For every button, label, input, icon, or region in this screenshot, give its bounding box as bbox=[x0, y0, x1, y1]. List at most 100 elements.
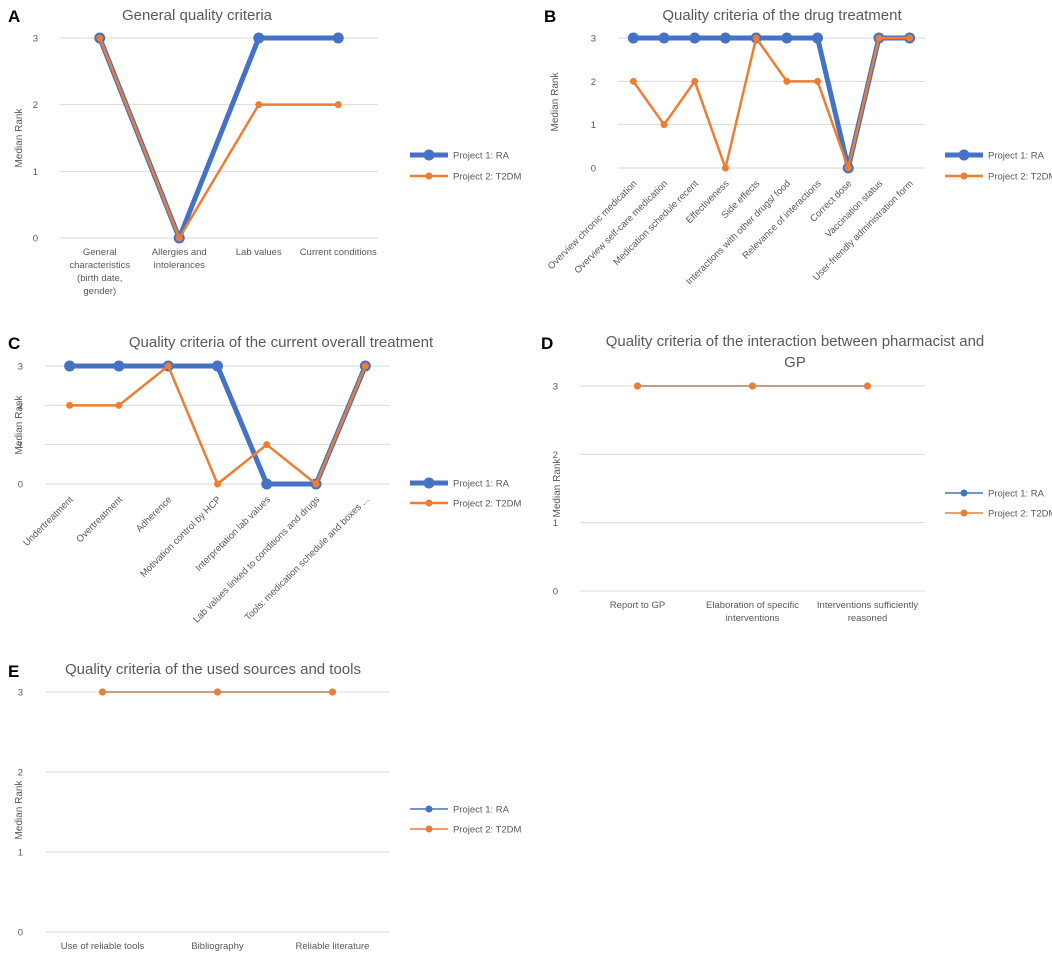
panel-letter: D bbox=[541, 334, 553, 353]
series-line-2 bbox=[632, 36, 911, 170]
legend-marker-2 bbox=[425, 825, 433, 833]
panel-c: C Quality criteria of the current overall… bbox=[8, 334, 522, 625]
series-line-2 bbox=[98, 36, 340, 240]
x-tick-label: Current conditions bbox=[300, 247, 377, 258]
legend-label: Project 2: T2DM bbox=[988, 172, 1052, 183]
x-tick-label: Bibliography bbox=[191, 941, 244, 952]
data-point bbox=[689, 32, 701, 44]
data-point bbox=[66, 401, 74, 409]
data-point bbox=[312, 480, 320, 488]
data-point bbox=[627, 32, 639, 44]
data-point bbox=[660, 121, 668, 129]
y-axis-label: Median Rank bbox=[14, 780, 25, 840]
panel-e: E Quality criteria of the used sources an… bbox=[8, 661, 522, 952]
panel-letter: A bbox=[8, 7, 20, 26]
x-tick-label: Overtreatment bbox=[74, 494, 125, 545]
panel-d: D Quality criteria of the interaction bet… bbox=[541, 333, 1052, 624]
series-line-1 bbox=[630, 35, 913, 171]
y-tick-label: 1 bbox=[591, 120, 596, 131]
data-point bbox=[175, 234, 183, 242]
data-point bbox=[64, 360, 76, 372]
y-tick-label: 2 bbox=[591, 77, 596, 88]
data-point bbox=[164, 362, 172, 370]
data-point bbox=[658, 32, 670, 44]
data-point bbox=[214, 480, 221, 488]
legend-marker-1 bbox=[423, 477, 435, 489]
data-point bbox=[781, 32, 793, 44]
data-point bbox=[255, 101, 263, 109]
y-tick-label: 0 bbox=[18, 928, 23, 939]
data-point bbox=[814, 77, 822, 85]
y-tick-label: 2 bbox=[18, 401, 23, 412]
y-tick-label: 1 bbox=[18, 848, 23, 859]
y-tick-label: 1 bbox=[18, 440, 23, 451]
legend-marker-1 bbox=[958, 149, 970, 161]
data-point bbox=[721, 164, 729, 172]
data-point bbox=[115, 401, 123, 409]
data-point bbox=[752, 34, 760, 42]
legend-label: Project 2: T2DM bbox=[453, 499, 522, 510]
legend-marker-1 bbox=[423, 149, 435, 161]
x-tick-label: Interventions sufficiently reasoned bbox=[817, 600, 918, 624]
chart-title: Quality criteria of the used sources and… bbox=[65, 661, 361, 678]
y-tick-label: 3 bbox=[33, 34, 38, 45]
data-point bbox=[634, 382, 641, 390]
y-tick-label: 2 bbox=[553, 450, 558, 461]
panel-letter: B bbox=[544, 7, 556, 26]
legend-marker-2 bbox=[960, 172, 968, 180]
chart-title: Quality criteria of the current overall … bbox=[129, 334, 434, 351]
data-point bbox=[361, 362, 369, 370]
x-tick-label: Elaboration of specific interventions bbox=[706, 600, 799, 624]
legend-label: Project 1: RA bbox=[453, 151, 510, 162]
data-point bbox=[812, 32, 824, 44]
data-point bbox=[96, 34, 104, 42]
chart-title: Quality criteria of the interaction betw… bbox=[606, 333, 985, 350]
y-tick-label: 2 bbox=[33, 100, 38, 111]
legend-label: Project 1: RA bbox=[988, 489, 1045, 500]
data-point bbox=[783, 77, 791, 85]
data-point bbox=[263, 441, 271, 449]
data-point bbox=[864, 382, 871, 390]
y-axis-label: Median Rank bbox=[14, 108, 25, 168]
legend-label: Project 1: RA bbox=[453, 805, 510, 816]
chart-title: General quality criteria bbox=[122, 7, 273, 24]
legend-marker-2 bbox=[425, 499, 433, 507]
panel-letter: C bbox=[8, 334, 20, 353]
y-tick-label: 3 bbox=[18, 362, 23, 373]
data-point bbox=[844, 164, 852, 172]
data-point bbox=[113, 360, 125, 372]
chart-title-line2: GP bbox=[784, 354, 806, 371]
y-tick-label: 0 bbox=[33, 234, 38, 245]
y-tick-label: 0 bbox=[553, 587, 558, 598]
y-tick-label: 2 bbox=[18, 768, 23, 779]
data-point bbox=[332, 32, 344, 44]
data-point bbox=[691, 77, 699, 85]
chart-title: Quality criteria of the drug treatment bbox=[662, 7, 902, 24]
y-tick-label: 3 bbox=[553, 382, 558, 393]
x-tick-label: Reliable literature bbox=[296, 941, 370, 952]
y-tick-label: 1 bbox=[553, 518, 558, 529]
y-axis-label: Median Rank bbox=[14, 395, 25, 455]
data-point bbox=[906, 34, 914, 42]
series-line-1 bbox=[67, 363, 368, 487]
y-tick-label: 0 bbox=[591, 164, 596, 175]
data-point bbox=[875, 34, 883, 42]
x-tick-label: Motivation control by HCP bbox=[138, 494, 223, 579]
panel-b: B Quality criteria of the drug treatment 0… bbox=[544, 7, 1052, 287]
x-tick-label: Lab values bbox=[236, 247, 282, 258]
legend-marker-1 bbox=[960, 489, 968, 497]
legend-label: Project 2: T2DM bbox=[453, 825, 522, 836]
legend-label: Project 2: T2DM bbox=[453, 172, 522, 183]
y-tick-label: 3 bbox=[18, 688, 23, 699]
y-axis-label: Median Rank bbox=[552, 458, 563, 518]
x-tick-label: Use of reliable tools bbox=[61, 941, 145, 952]
data-point bbox=[253, 32, 265, 44]
panel-a: A General quality criteria 0 1 2 3 Median Rank… bbox=[8, 7, 522, 297]
data-point bbox=[629, 77, 637, 85]
data-point bbox=[719, 32, 731, 44]
x-tick-label: General characteristics (birth date, gender… bbox=[69, 247, 130, 297]
data-point bbox=[212, 360, 223, 372]
x-tick-label: Report to GP bbox=[610, 600, 665, 611]
